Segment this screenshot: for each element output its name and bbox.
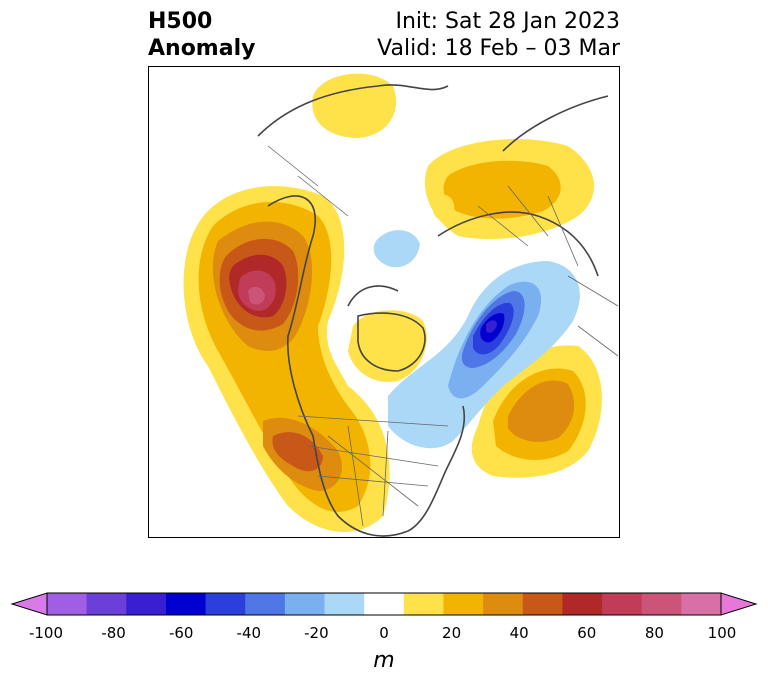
anomaly-map-svg (148, 66, 620, 538)
colorbar-segment (47, 593, 88, 615)
title-line-2: Anomaly (148, 36, 256, 61)
map-title: H500 Anomaly (148, 8, 255, 62)
colorbar-unit: m (373, 648, 395, 673)
colorbar-segment (165, 593, 207, 615)
colorbar-tick-label: -60 (168, 624, 194, 642)
colorbar (10, 592, 758, 616)
colorbar-segment (562, 593, 603, 615)
positive-anomaly-europe (424, 138, 595, 240)
colorbar-segment (205, 593, 246, 615)
colorbar-tick-label: -80 (101, 624, 126, 642)
colorbar-segment (86, 593, 127, 615)
colorbar-segment (126, 593, 167, 615)
colorbar-tick-label: 0 (379, 624, 389, 642)
colorbar-tick-label: 40 (509, 624, 529, 642)
colorbar-extend-high (720, 592, 758, 616)
colorbar-segment (641, 593, 682, 615)
colorbar-segment (602, 593, 643, 615)
coastlines (257, 84, 609, 537)
colorbar-segment (284, 593, 326, 615)
colorbar-tick-label: 60 (577, 624, 597, 642)
colorbar-segment (483, 593, 524, 615)
positive-anomaly-hudson (348, 310, 427, 382)
colorbar-segment (245, 593, 286, 615)
positive-anomaly-arctic (312, 73, 455, 222)
colorbar-extend-low (10, 592, 48, 616)
map-border (148, 66, 620, 538)
colorbar-tick-label: -40 (236, 624, 262, 642)
colorbar-segment (324, 593, 365, 615)
colorbar-segment (522, 593, 563, 615)
colorbar-segment (443, 593, 484, 615)
colorbar-segment (364, 593, 405, 615)
colorbar-tick-label: 80 (644, 624, 664, 642)
positive-anomaly-west (183, 186, 390, 533)
colorbar-segment (403, 593, 444, 615)
valid-period: Valid: 18 Feb – 03 Mar (377, 36, 620, 61)
run-info: Init: Sat 28 Jan 2023 Valid: 18 Feb – 03… (377, 8, 620, 62)
positive-anomaly-atlantic (471, 345, 602, 478)
colorbar-segment (681, 593, 722, 615)
negative-anomaly-arctic (373, 230, 420, 268)
negative-anomaly-labrador (388, 261, 580, 449)
init-time: Init: Sat 28 Jan 2023 (395, 9, 620, 34)
colorbar-outline (46, 592, 722, 616)
title-line-1: H500 (148, 9, 213, 34)
anomaly-map (148, 66, 620, 538)
colorbar-tick-label: -20 (304, 624, 329, 642)
colorbar-tick-label: -100 (28, 624, 64, 642)
political-borders (267, 145, 619, 527)
colorbar-tick-label: 20 (442, 624, 462, 642)
colorbar-tick-label: 100 (707, 624, 737, 642)
